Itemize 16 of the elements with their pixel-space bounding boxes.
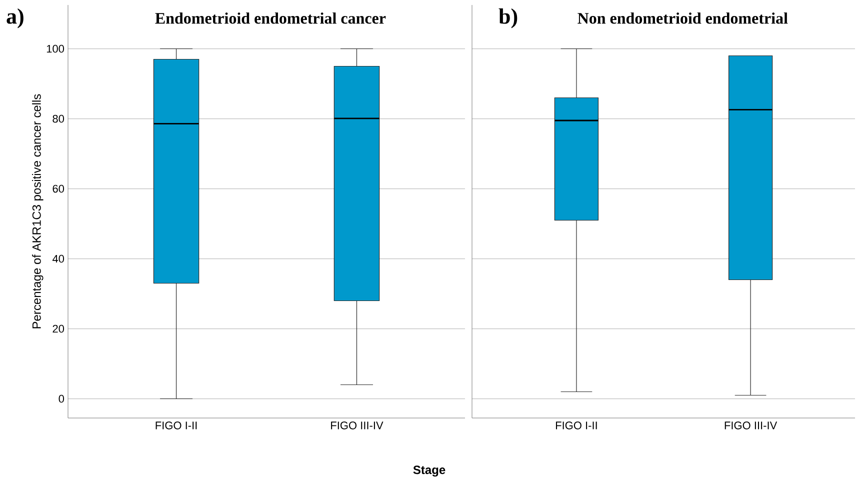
y-tick-label: 40: [52, 254, 64, 263]
x-tick-label: FIGO III-IV: [331, 422, 384, 430]
annotation: b): [498, 8, 518, 28]
x-tick-label: FIGO I-II: [556, 422, 597, 430]
x-tick-label: FIGO I-II: [156, 422, 197, 430]
chart-title: Endometrioid endometrial cancer: [155, 12, 386, 24]
x-axis-title: Stage: [413, 466, 446, 477]
y-tick-label: 60: [52, 184, 64, 193]
y-tick-label: 80: [52, 114, 64, 123]
x-tick-label: FIGO III-IV: [724, 422, 778, 430]
y-axis-title: Percentage of AKR1C3 positive cancer cells: [32, 94, 44, 328]
chart-title: Non endometrioid endometrial: [578, 12, 788, 24]
y-tick-label: 20: [52, 324, 64, 333]
text: a): [6, 8, 24, 28]
y-tick-label: 0: [58, 394, 64, 403]
y-tick-label: 100: [46, 44, 64, 53]
